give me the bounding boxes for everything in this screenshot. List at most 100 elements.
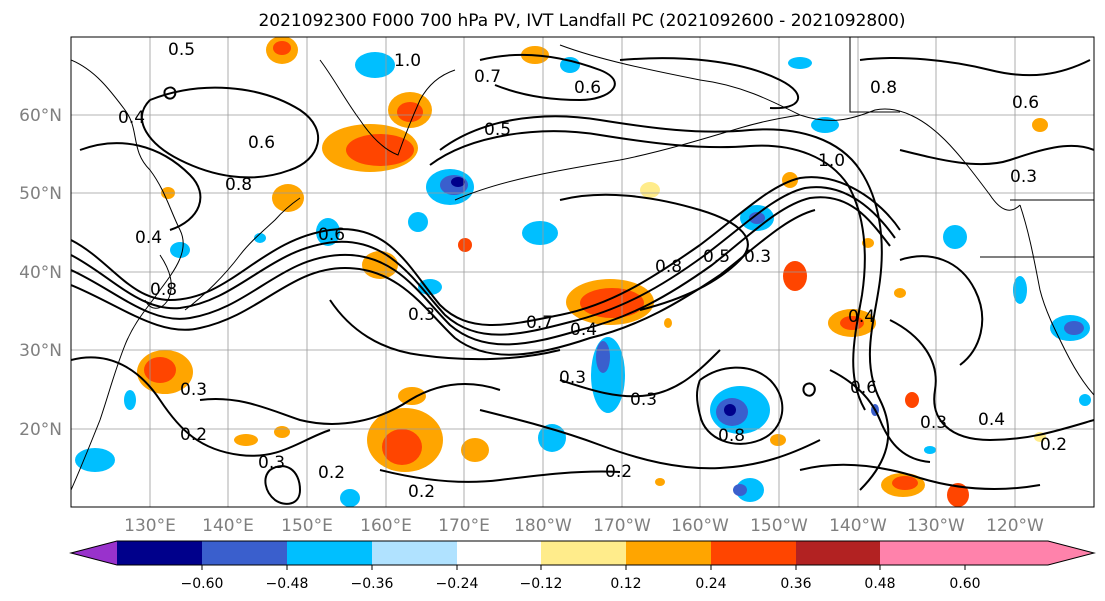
map-frame bbox=[70, 36, 1095, 508]
contour-label: 0.6 bbox=[850, 378, 877, 398]
contour bbox=[71, 356, 331, 457]
contour bbox=[199, 383, 501, 425]
pv-blob bbox=[522, 221, 558, 245]
pv-blob bbox=[316, 218, 340, 246]
coastline-aleutians bbox=[454, 114, 801, 201]
jet-contour bbox=[71, 176, 901, 326]
colorbar-tick-label: −0.60 bbox=[181, 576, 224, 592]
colorbar-extend-high bbox=[880, 541, 1094, 565]
pv-blob bbox=[770, 434, 786, 446]
coastline-japan bbox=[184, 197, 301, 311]
contour bbox=[859, 57, 1091, 77]
contour bbox=[140, 86, 320, 179]
lon-label: 150°E bbox=[281, 516, 333, 536]
contour bbox=[829, 369, 931, 463]
coastline-asia bbox=[71, 59, 184, 491]
pv-blob bbox=[905, 392, 919, 408]
contour-label: 0.8 bbox=[150, 280, 177, 300]
contour-label: 0.6 bbox=[574, 78, 601, 98]
contour-label: 0.3 bbox=[1010, 167, 1037, 187]
pv-blob bbox=[1064, 321, 1084, 335]
lon-label: 140°E bbox=[202, 516, 254, 536]
pv-blob bbox=[1032, 118, 1048, 132]
contour bbox=[479, 409, 821, 470]
colorbar-tick-label: −0.24 bbox=[436, 576, 479, 592]
border-canada-us bbox=[980, 199, 1094, 258]
colorbar-tick-label: 0.60 bbox=[949, 576, 980, 592]
border-alaska-canada bbox=[849, 37, 900, 113]
jet-contour bbox=[429, 130, 866, 411]
jet-contour bbox=[71, 209, 816, 356]
pv-blob bbox=[397, 102, 423, 122]
pv-blob bbox=[655, 478, 665, 486]
colorbar-segment bbox=[796, 541, 880, 565]
lon-label: 130°W bbox=[907, 516, 965, 536]
colorbar-tick-label: −0.48 bbox=[266, 576, 309, 592]
pv-blob bbox=[596, 341, 610, 373]
pv-blob bbox=[144, 357, 176, 383]
pv-blob bbox=[892, 476, 918, 490]
contour-label: 0.2 bbox=[605, 462, 632, 482]
contour-label: 0.4 bbox=[118, 108, 145, 128]
colorbar-segment bbox=[287, 541, 372, 565]
contour-label: 0.3 bbox=[920, 413, 947, 433]
colorbar-tick-label: 0.48 bbox=[864, 576, 895, 592]
contour-label: 0.5 bbox=[168, 40, 195, 60]
pv-blob bbox=[355, 52, 395, 78]
lon-label: 140°W bbox=[829, 516, 887, 536]
contour-label: 0.4 bbox=[570, 320, 597, 340]
lon-label: 160°W bbox=[671, 516, 729, 536]
lon-label: 180°W bbox=[514, 516, 572, 536]
contour-label: 0.3 bbox=[630, 390, 657, 410]
contour-label: 0.6 bbox=[318, 225, 345, 245]
pv-blob bbox=[408, 212, 428, 232]
colorbar-segment bbox=[372, 541, 457, 565]
lat-label-50n: 50°N bbox=[19, 184, 62, 204]
contour-label: 0.4 bbox=[848, 307, 875, 327]
contour-label: 1.0 bbox=[818, 151, 845, 171]
contour-label: 0.7 bbox=[474, 67, 501, 87]
colorbar-tick-label: 0.36 bbox=[780, 576, 811, 592]
contour-label: 0.4 bbox=[135, 228, 162, 248]
pv-blob bbox=[458, 238, 472, 252]
contour bbox=[479, 53, 616, 102]
colorbar-segment bbox=[457, 541, 541, 565]
contour bbox=[163, 86, 177, 100]
contour bbox=[559, 193, 749, 311]
pv-blob bbox=[580, 288, 644, 318]
lon-label: 130°E bbox=[124, 516, 176, 536]
pv-blob bbox=[461, 438, 489, 462]
figure-title: 2021092300 F000 700 hPa PV, IVT Landfall… bbox=[258, 11, 905, 31]
contour bbox=[899, 144, 1094, 166]
contour bbox=[802, 382, 816, 397]
pv-blob bbox=[273, 41, 291, 55]
pv-blob bbox=[947, 483, 969, 507]
contour-label: 0.2 bbox=[408, 482, 435, 502]
pv-blob bbox=[272, 184, 304, 212]
contour-label: 0.3 bbox=[258, 453, 285, 473]
pv-blob bbox=[1079, 394, 1091, 406]
contour bbox=[696, 366, 784, 445]
colorbar-tick-label: 0.24 bbox=[695, 576, 726, 592]
contour-label: 0.2 bbox=[1040, 435, 1067, 455]
jet-contour bbox=[439, 115, 890, 491]
pv-blob bbox=[736, 478, 764, 502]
contour-label: 0.7 bbox=[526, 313, 553, 333]
pv-blob bbox=[75, 448, 115, 472]
coastline-alaska bbox=[559, 44, 1021, 211]
jet-contour bbox=[71, 196, 891, 346]
contour-label: 0.2 bbox=[180, 425, 207, 445]
pv-blob bbox=[782, 172, 798, 188]
contour-label: 0.3 bbox=[180, 380, 207, 400]
contour-labels: 0.5 1.0 0.7 0.6 0.8 0.4 0.5 0.6 0.6 0.8 … bbox=[118, 40, 1067, 502]
lat-label-30n: 30°N bbox=[19, 341, 62, 361]
longitude-labels: 130°E 140°E 150°E 160°E 170°E 180°W 170°… bbox=[124, 516, 1044, 536]
pv-blob bbox=[664, 318, 672, 328]
contour bbox=[379, 469, 621, 483]
contour-label: 0.2 bbox=[318, 463, 345, 483]
lon-label: 170°W bbox=[593, 516, 651, 536]
pv-blob bbox=[382, 429, 422, 465]
contour-label: 0.5 bbox=[703, 247, 730, 267]
coastline-north-america bbox=[1019, 204, 1094, 396]
pv-blob bbox=[451, 177, 465, 187]
